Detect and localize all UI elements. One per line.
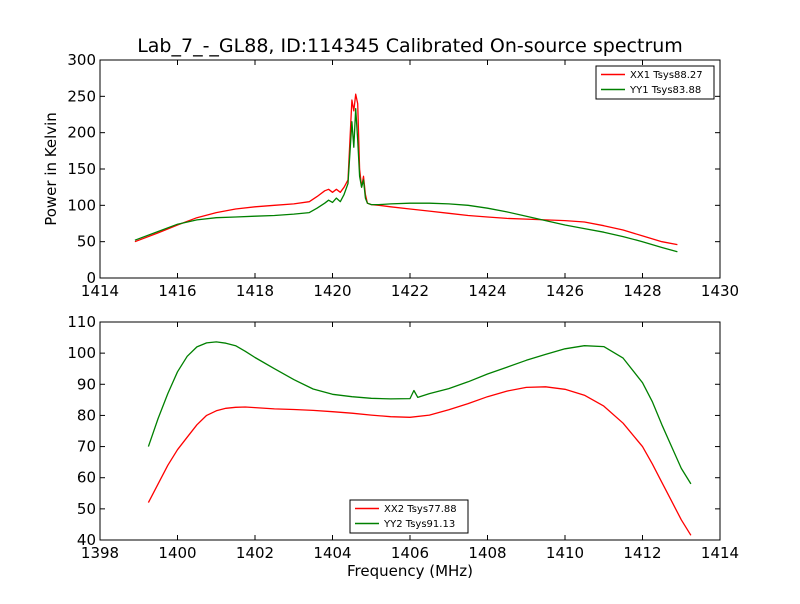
top-y-tick-label: 150: [67, 160, 96, 178]
top-x-tick-label: 1428: [623, 282, 661, 300]
bottom-y-tick-label: 50: [77, 500, 96, 518]
bottom-series-line-1: [147, 386, 692, 536]
bottom-x-tick-label: 1402: [236, 544, 274, 562]
top-x-tick-label: 1422: [391, 282, 429, 300]
top-x-tick-label: 1416: [158, 282, 196, 300]
bottom-x-axis-label: Frequency (MHz): [347, 562, 473, 580]
bottom-legend-box: [349, 499, 469, 534]
bottom-y-tick-label: 70: [77, 438, 96, 456]
bottom-y-tick-label: 90: [77, 375, 96, 393]
top-x-tick-label: 1418: [236, 282, 274, 300]
top-y-tick-label: 100: [67, 196, 96, 214]
bottom-legend-label-yy2: YY2 Tsys91.13: [383, 519, 455, 530]
top-legend-label-xx1: XX1 Tsys88.27: [630, 70, 703, 81]
top-legend-label-yy1: YY1 Tsys83.88: [629, 85, 701, 96]
top-y-tick-label: 200: [67, 124, 96, 142]
bottom-y-tick-label: 80: [77, 406, 96, 424]
bottom-x-tick-label: 1410: [546, 544, 584, 562]
bottom-x-tick-label: 1404: [313, 544, 351, 562]
bottom-x-tick-label: 1412: [623, 544, 661, 562]
top-plot: 1414 1416 1418 1420 1422 1424 1426 1428 1430 0 50 1…: [67, 51, 739, 300]
bottom-y-tick-label: 100: [67, 344, 96, 362]
top-y-tick-label: 0: [86, 269, 96, 287]
top-y-tick-label: 300: [67, 51, 96, 69]
top-legend: XX1 Tsys88.27 YY1 Tsys83.88: [595, 65, 715, 100]
bottom-legend: XX2 Tsys77.88 YY2 Tsys91.13: [349, 499, 469, 534]
top-x-tick-label: 1414: [81, 282, 119, 300]
top-x-tick-label: 1420: [313, 282, 351, 300]
top-legend-box: [595, 65, 715, 100]
bottom-x-tick-label: 1414: [701, 544, 739, 562]
top-y-tick-label: 250: [67, 87, 96, 105]
bottom-series-line-2: [147, 341, 692, 485]
top-x-tick-label: 1424: [468, 282, 506, 300]
bottom-legend-label-xx2: XX2 Tsys77.88: [384, 504, 457, 515]
bottom-x-tick-label: 1406: [391, 544, 429, 562]
bottom-x-tick-label: 1400: [158, 544, 196, 562]
top-x-tick-label: 1426: [546, 282, 584, 300]
bottom-y-tick-label: 40: [77, 531, 96, 549]
bottom-x-tick-label: 1408: [468, 544, 506, 562]
bottom-x-tick-label: 1398: [81, 544, 119, 562]
top-y-axis-label: Power in Kelvin: [42, 112, 60, 226]
bottom-y-tick-label: 60: [77, 469, 96, 487]
top-x-tick-label: 1430: [701, 282, 739, 300]
bottom-y-tick-label: 110: [67, 313, 96, 331]
chart-title: Lab_7_-_GL88, ID:114345 Calibrated On-so…: [137, 35, 683, 57]
bottom-plot: 1398 1400 1402 1404 1406 1408 1410 1412 1414 40 50…: [67, 313, 739, 562]
top-y-tick-label: 50: [77, 233, 96, 251]
top-series-line-2: [134, 108, 678, 253]
